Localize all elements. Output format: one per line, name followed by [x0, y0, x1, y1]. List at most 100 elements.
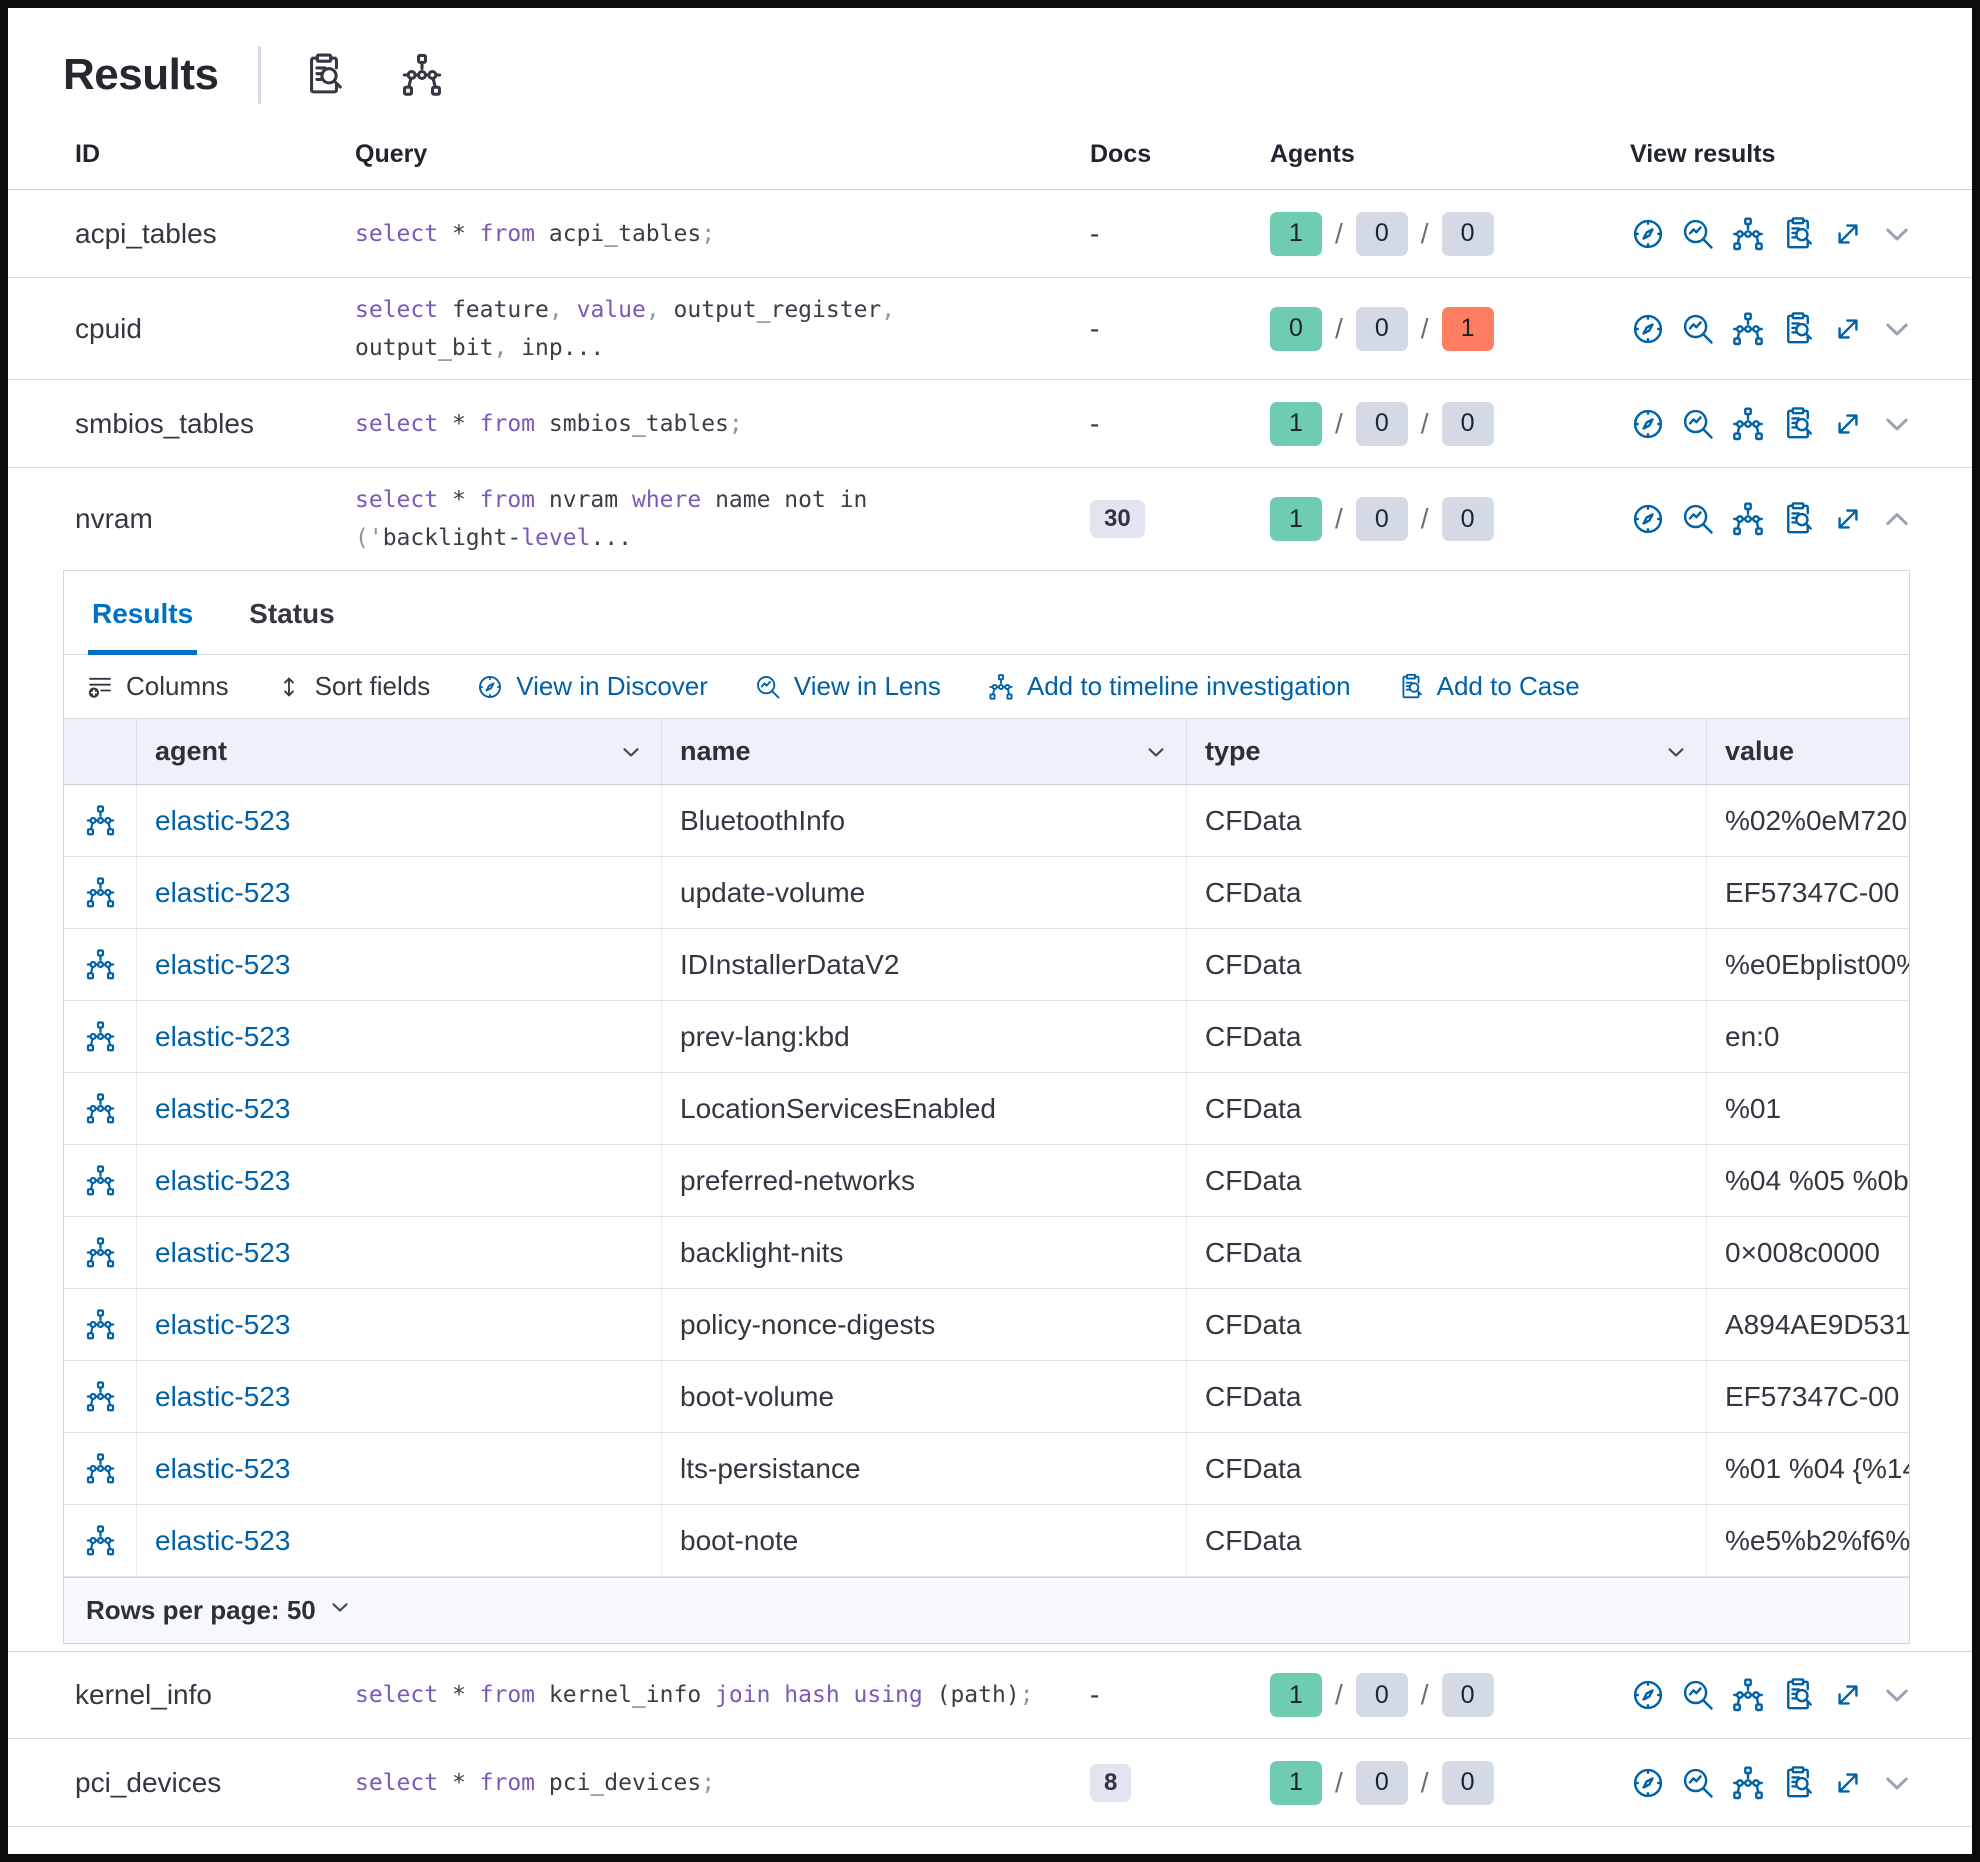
timeline-icon[interactable] — [84, 1524, 117, 1557]
agent-link[interactable]: elastic-523 — [155, 1308, 291, 1340]
agent-link[interactable]: elastic-523 — [155, 1164, 291, 1196]
expand-icon[interactable] — [1830, 1765, 1866, 1801]
chevron-down-icon[interactable] — [1880, 1678, 1914, 1712]
agent-link[interactable]: elastic-523 — [155, 804, 291, 836]
inspect-icon[interactable] — [1780, 406, 1816, 442]
agent-link[interactable]: elastic-523 — [155, 1020, 291, 1052]
toolbar-item-add-to-timeline-investigation[interactable]: Add to timeline investigation — [987, 671, 1351, 702]
agent-link[interactable]: elastic-523 — [155, 876, 291, 908]
grid-cell-name: lts-persistance — [661, 1433, 1186, 1504]
agent-link[interactable]: elastic-523 — [155, 1092, 291, 1124]
sql-text: feature — [438, 296, 549, 323]
discover-icon[interactable] — [1630, 311, 1666, 347]
chevron-down-icon[interactable] — [1144, 740, 1168, 764]
timeline-icon[interactable] — [1730, 1677, 1766, 1713]
toolbar-item-sort-fields[interactable]: Sort fields — [275, 671, 430, 702]
timeline-icon[interactable] — [84, 1452, 117, 1485]
chevron-down-icon[interactable] — [1664, 740, 1688, 764]
sql-keyword: select — [355, 296, 439, 323]
grid-column-header-agent[interactable]: agent — [136, 719, 661, 784]
expand-icon[interactable] — [1830, 406, 1866, 442]
timeline-icon[interactable] — [84, 1380, 117, 1413]
expand-icon[interactable] — [1830, 216, 1866, 252]
grid-row-actions-cell — [64, 785, 136, 856]
timeline-icon[interactable] — [84, 1308, 117, 1341]
sql-keyword: where — [631, 487, 702, 513]
inspect-icon[interactable] — [1780, 1677, 1816, 1713]
chevron-up-icon[interactable] — [1880, 502, 1914, 536]
chevron-down-icon[interactable] — [1880, 312, 1914, 346]
toolbar-item-label: Add to Case — [1436, 671, 1580, 701]
grid-cell-value: 0×008c0000 — [1706, 1217, 1909, 1288]
expand-icon[interactable] — [1830, 501, 1866, 537]
grid-column-label: agent — [155, 736, 228, 766]
toolbar-item-add-to-case[interactable]: Add to Case — [1397, 671, 1580, 702]
expand-icon[interactable] — [1830, 311, 1866, 347]
inspect-icon — [1397, 673, 1425, 701]
agents-failed-badge: 0 — [1441, 401, 1494, 446]
results-grid: agent name type value elastic-523 BluetoothIn… — [64, 719, 1909, 1577]
sql-keyword: from — [479, 487, 536, 513]
inspect-icon[interactable] — [301, 52, 347, 98]
tab-status[interactable]: Status — [249, 598, 335, 629]
timeline-icon[interactable] — [1730, 311, 1766, 347]
discover-icon[interactable] — [1630, 1677, 1666, 1713]
timeline-icon[interactable] — [1730, 216, 1766, 252]
lens-icon[interactable] — [1680, 311, 1716, 347]
agent-link[interactable]: elastic-523 — [155, 1452, 291, 1484]
toolbar-item-columns[interactable]: Columns — [86, 671, 229, 702]
query-rows-after-panel: kernel_info select * from kernel_info joi… — [8, 1651, 1972, 1827]
grid-column-header-name[interactable]: name — [661, 719, 1186, 784]
sql-text: pci_devices — [535, 1769, 702, 1796]
grid-row-actions-cell — [64, 929, 136, 1000]
agent-link[interactable]: elastic-523 — [155, 948, 291, 980]
timeline-icon[interactable] — [84, 876, 117, 909]
rows-per-page[interactable]: Rows per page: 50 — [64, 1577, 1909, 1643]
agent-link[interactable]: elastic-523 — [155, 1380, 291, 1412]
inspect-icon[interactable] — [1780, 216, 1816, 252]
timeline-icon[interactable] — [84, 1092, 117, 1125]
timeline-icon[interactable] — [1730, 1765, 1766, 1801]
discover-icon[interactable] — [1630, 501, 1666, 537]
agents-not-sent-badge: 0 — [1355, 497, 1408, 541]
grid-row-actions-cell — [64, 1289, 136, 1360]
inspect-icon[interactable] — [1780, 501, 1816, 537]
toolbar-item-label: Add to timeline investigation — [1026, 671, 1351, 701]
expand-icon[interactable] — [1830, 1677, 1866, 1713]
chevron-down-icon[interactable] — [619, 740, 643, 764]
grid-column-header-type[interactable]: type — [1186, 719, 1706, 784]
toolbar-item-view-in-lens[interactable]: View in Lens — [754, 671, 941, 702]
inspect-icon[interactable] — [1780, 1765, 1816, 1801]
timeline-icon[interactable] — [1730, 406, 1766, 442]
tab-results[interactable]: Results — [88, 598, 198, 655]
agent-link[interactable]: elastic-523 — [155, 1524, 291, 1556]
lens-icon[interactable] — [1680, 501, 1716, 537]
lens-icon[interactable] — [1680, 1677, 1716, 1713]
chevron-down-icon[interactable] — [1880, 217, 1914, 251]
query-id: nvram — [75, 503, 153, 534]
timeline-icon[interactable] — [84, 804, 117, 837]
timeline-icon[interactable] — [1730, 501, 1766, 537]
lens-icon[interactable] — [1680, 1765, 1716, 1801]
agent-link[interactable]: elastic-523 — [155, 1236, 291, 1268]
timeline-icon[interactable] — [84, 948, 117, 981]
inspect-icon[interactable] — [1780, 311, 1816, 347]
toolbar-item-view-in-discover[interactable]: View in Discover — [476, 671, 708, 702]
chevron-down-icon[interactable] — [1880, 407, 1914, 441]
lens-icon[interactable] — [1680, 406, 1716, 442]
agents-status: 0 / 0 / 1 — [1270, 306, 1630, 351]
chevron-down-icon[interactable] — [1880, 1766, 1914, 1800]
timeline-icon[interactable] — [84, 1020, 117, 1053]
timeline-icon[interactable] — [84, 1164, 117, 1197]
grid-column-header-value[interactable]: value — [1706, 719, 1909, 784]
discover-icon[interactable] — [1630, 406, 1666, 442]
grid-row-actions-cell — [64, 1505, 136, 1576]
agents-success-badge: 1 — [1270, 1673, 1322, 1717]
grid-cell-agent: elastic-523 — [136, 857, 661, 928]
timeline-icon[interactable] — [399, 52, 445, 98]
discover-icon[interactable] — [1630, 1765, 1666, 1801]
lens-icon — [754, 673, 782, 701]
lens-icon[interactable] — [1680, 216, 1716, 252]
timeline-icon[interactable] — [84, 1236, 117, 1269]
discover-icon[interactable] — [1630, 216, 1666, 252]
